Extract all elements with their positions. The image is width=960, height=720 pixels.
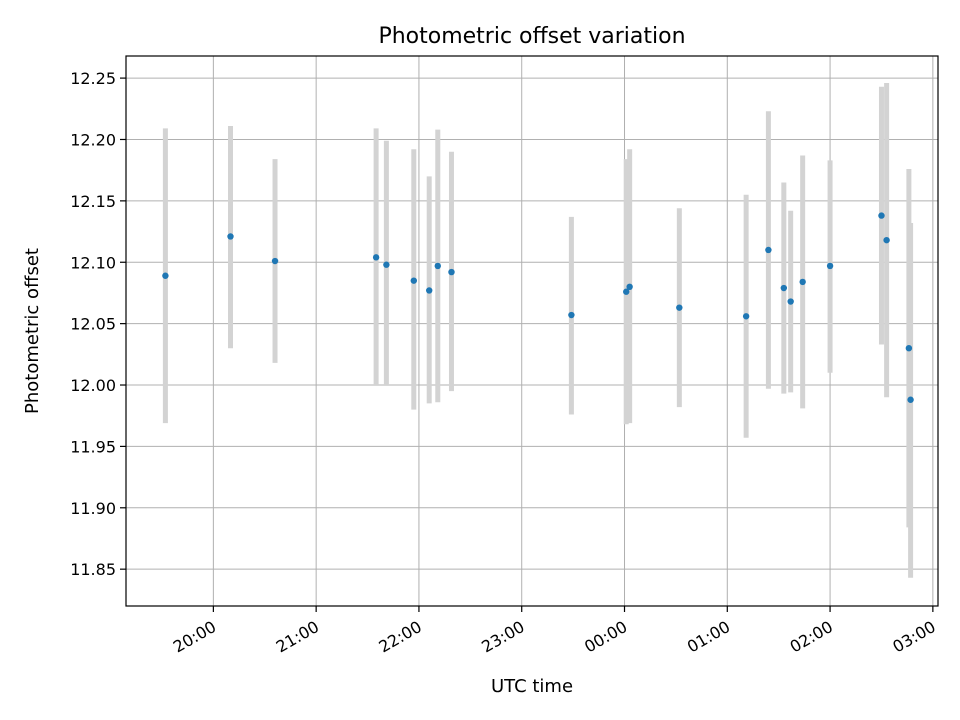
data-point (907, 396, 914, 403)
x-axis-label: UTC time (491, 676, 573, 697)
data-point (883, 236, 890, 244)
data-point (826, 262, 834, 270)
y-tick-label: 12.15 (70, 192, 116, 211)
y-tick-label: 11.85 (70, 560, 116, 579)
y-tick-label: 12.10 (70, 253, 116, 272)
data-point (742, 313, 750, 320)
y-axis-label: Photometric offset (22, 248, 43, 414)
data-point (878, 212, 885, 219)
data-point (434, 262, 441, 270)
y-axis-ticks: 11.85 11.90 11.95 12.00 12.05 12.10 12.15 12.20… (70, 69, 126, 579)
data-point (410, 277, 417, 284)
data-point (676, 304, 683, 311)
y-tick-label: 11.95 (70, 437, 116, 456)
data-point (568, 311, 575, 319)
y-tick-label: 12.20 (70, 130, 116, 149)
y-tick-label: 12.05 (70, 315, 116, 334)
plot-frame (125, 55, 939, 607)
data-point (765, 246, 772, 254)
y-tick-label: 11.90 (70, 499, 116, 518)
data-point (780, 284, 788, 292)
data-point (426, 287, 433, 294)
y-tick-label: 12.00 (70, 376, 116, 395)
chart-title: Photometric offset variation (378, 24, 685, 49)
y-tick-label: 12.25 (70, 69, 116, 88)
data-point (626, 283, 633, 291)
data-point (227, 233, 234, 240)
data-point (799, 278, 806, 286)
data-points (162, 212, 914, 403)
data-point (271, 257, 279, 265)
data-point (905, 344, 913, 352)
data-point (162, 272, 169, 279)
data-point (372, 254, 380, 261)
data-point (623, 288, 630, 295)
data-point (448, 268, 455, 276)
data-point (383, 261, 390, 268)
data-point (787, 298, 794, 305)
